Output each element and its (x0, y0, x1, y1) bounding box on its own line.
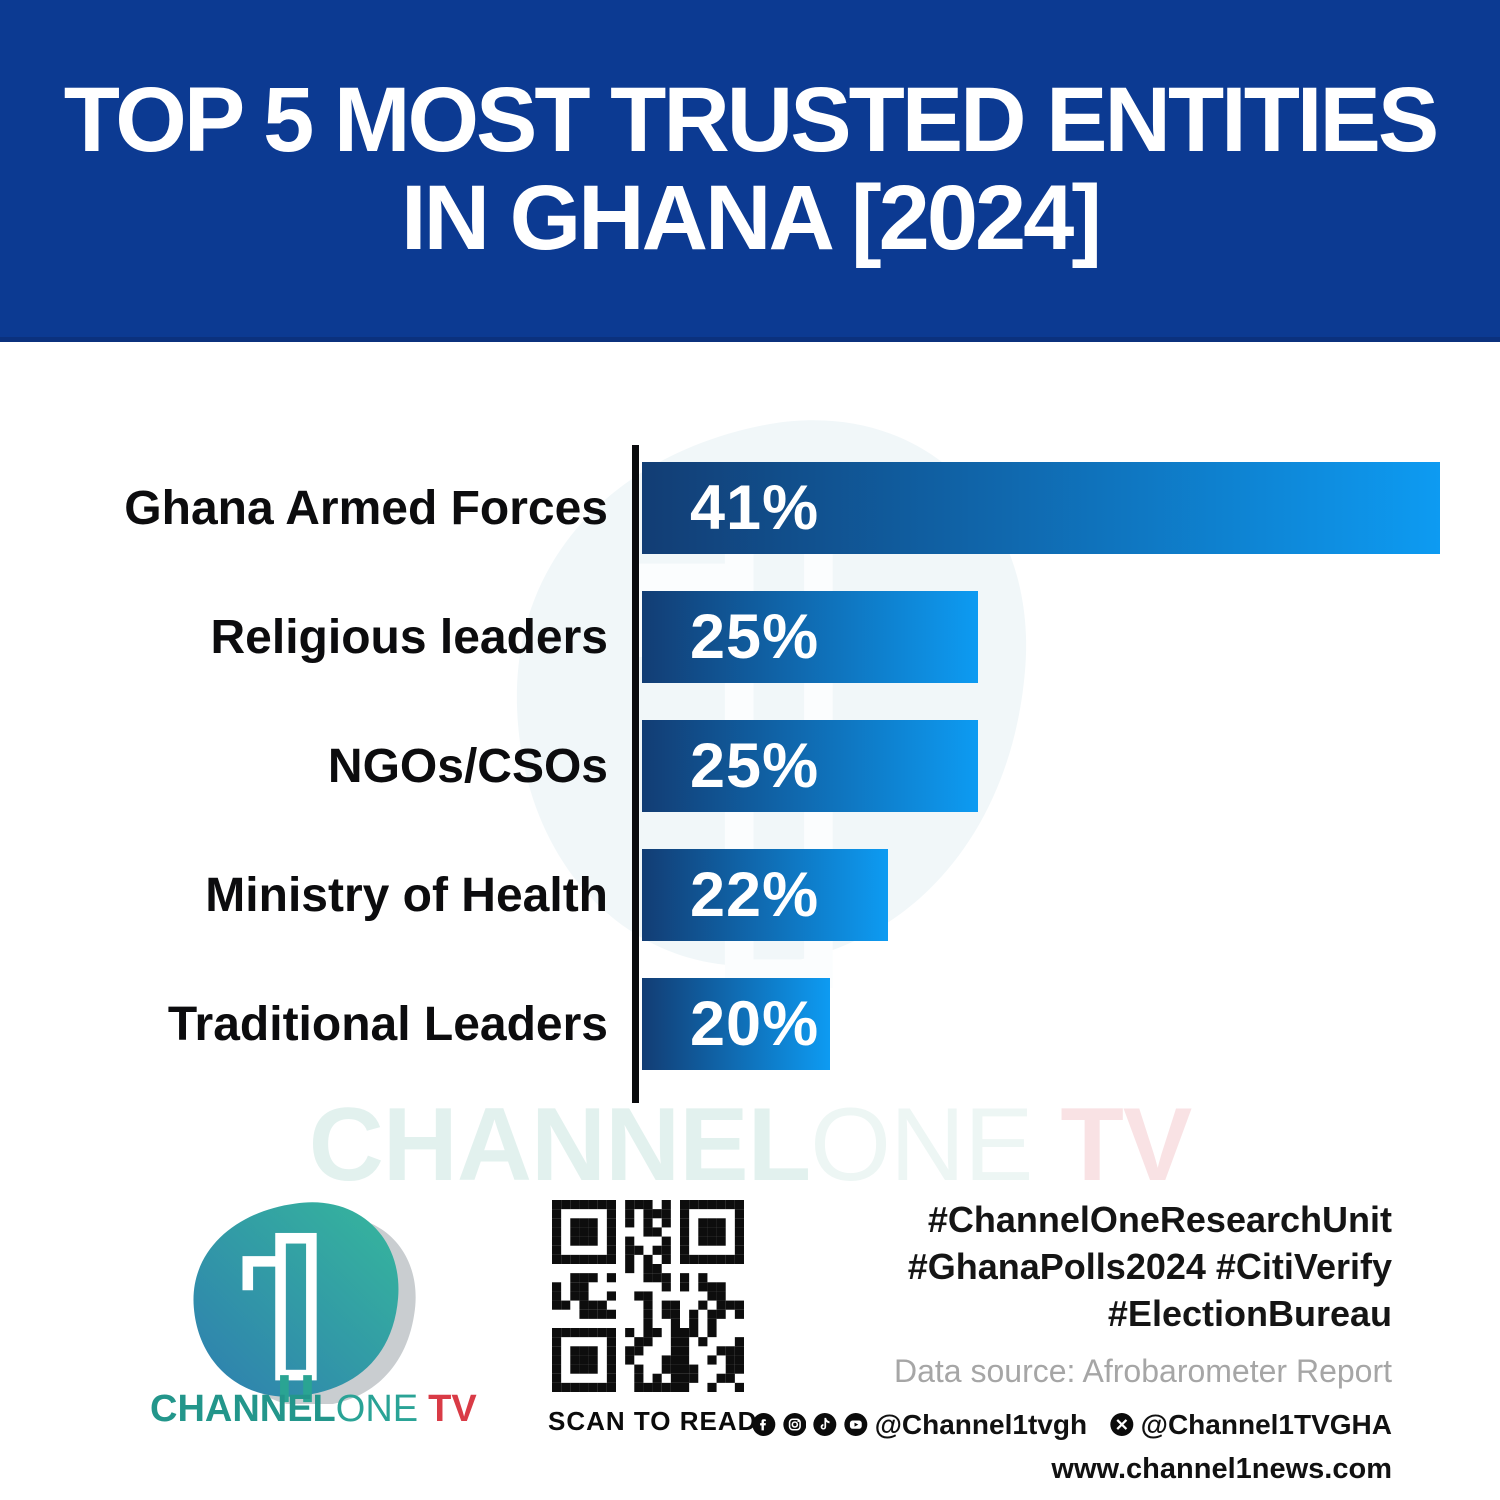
bar: 41% (642, 462, 1440, 554)
chart-axis-line (632, 445, 639, 1103)
logo-text-channel: CHANNEL (150, 1388, 336, 1430)
watermark-tv: TV (1032, 1087, 1192, 1203)
tiktok-icon (813, 1413, 837, 1436)
youtube-icon (844, 1413, 868, 1436)
chart-row: Traditional Leaders 20% (0, 978, 1500, 1070)
chart-row: Ghana Armed Forces 41% (0, 462, 1500, 554)
social-handle-x: @Channel1TVGHA (1140, 1408, 1392, 1440)
bar-category-label: NGOs/CSOs (327, 739, 608, 793)
logo-text-tv: TV (428, 1388, 477, 1430)
qr-code (552, 1200, 744, 1392)
channel-watermark-text: CHANNELONE TV (0, 1086, 1500, 1205)
data-source-note: Data source: Afrobarometer Report (893, 1353, 1392, 1389)
watermark-one: ONE (810, 1087, 1033, 1203)
hashtag-line-3: #ElectionBureau (1107, 1293, 1392, 1334)
bar-value-label: 20% (690, 989, 820, 1059)
bar-value-label: 25% (690, 602, 820, 672)
social-row: @Channel1tvgh @Channel1TVGHA (752, 1406, 1392, 1443)
bar: 20% (642, 978, 831, 1070)
bar-category-label: Ghana Armed Forces (124, 481, 608, 535)
channel-one-logo-mark (193, 1202, 416, 1404)
bar-category-label: Traditional Leaders (167, 997, 608, 1051)
social-handle-main: @Channel1tvgh (874, 1408, 1088, 1440)
hashtag-line-1: #ChannelOneResearchUnit (927, 1199, 1392, 1240)
facebook-icon (752, 1413, 776, 1436)
bar: 22% (642, 849, 888, 941)
bar: 25% (642, 720, 978, 812)
hashtag-line-2: #GhanaPolls2024 #CitiVerify (907, 1246, 1392, 1287)
bar-category-label: Ministry of Health (205, 868, 608, 922)
channel-one-logo: CHANNELONE TV (150, 1192, 477, 1431)
title-banner: TOP 5 MOST TRUSTED ENTITIES IN GHANA [20… (0, 0, 1500, 342)
page-title-line1: TOP 5 MOST TRUSTED ENTITIES (63, 68, 1439, 171)
bar-category-label: Religious leaders (210, 610, 608, 664)
footer-right-column: #ChannelOneResearchUnit #GhanaPolls2024 … (752, 1196, 1392, 1486)
bar: 25% (642, 591, 978, 683)
page-title-line2: IN GHANA [2024] (401, 166, 1102, 269)
x-twitter-icon (1110, 1413, 1134, 1436)
bar-value-label: 41% (690, 473, 820, 543)
channel-one-logo-text: CHANNELONE TV (150, 1388, 477, 1431)
qr-code-block: SCAN TO READ (548, 1200, 758, 1437)
watermark-channel: CHANNEL (308, 1087, 811, 1203)
chart-row: Ministry of Health 22% (0, 849, 1500, 941)
instagram-icon (782, 1413, 806, 1436)
qr-caption: SCAN TO READ (548, 1406, 758, 1436)
chart-row: Religious leaders 25% (0, 591, 1500, 683)
bar-value-label: 22% (690, 860, 820, 930)
logo-text-one: ONE (335, 1388, 419, 1430)
website-url: www.channel1news.com (1051, 1453, 1392, 1485)
bar-value-label: 25% (690, 731, 820, 801)
chart-row: NGOs/CSOs 25% (0, 720, 1500, 812)
